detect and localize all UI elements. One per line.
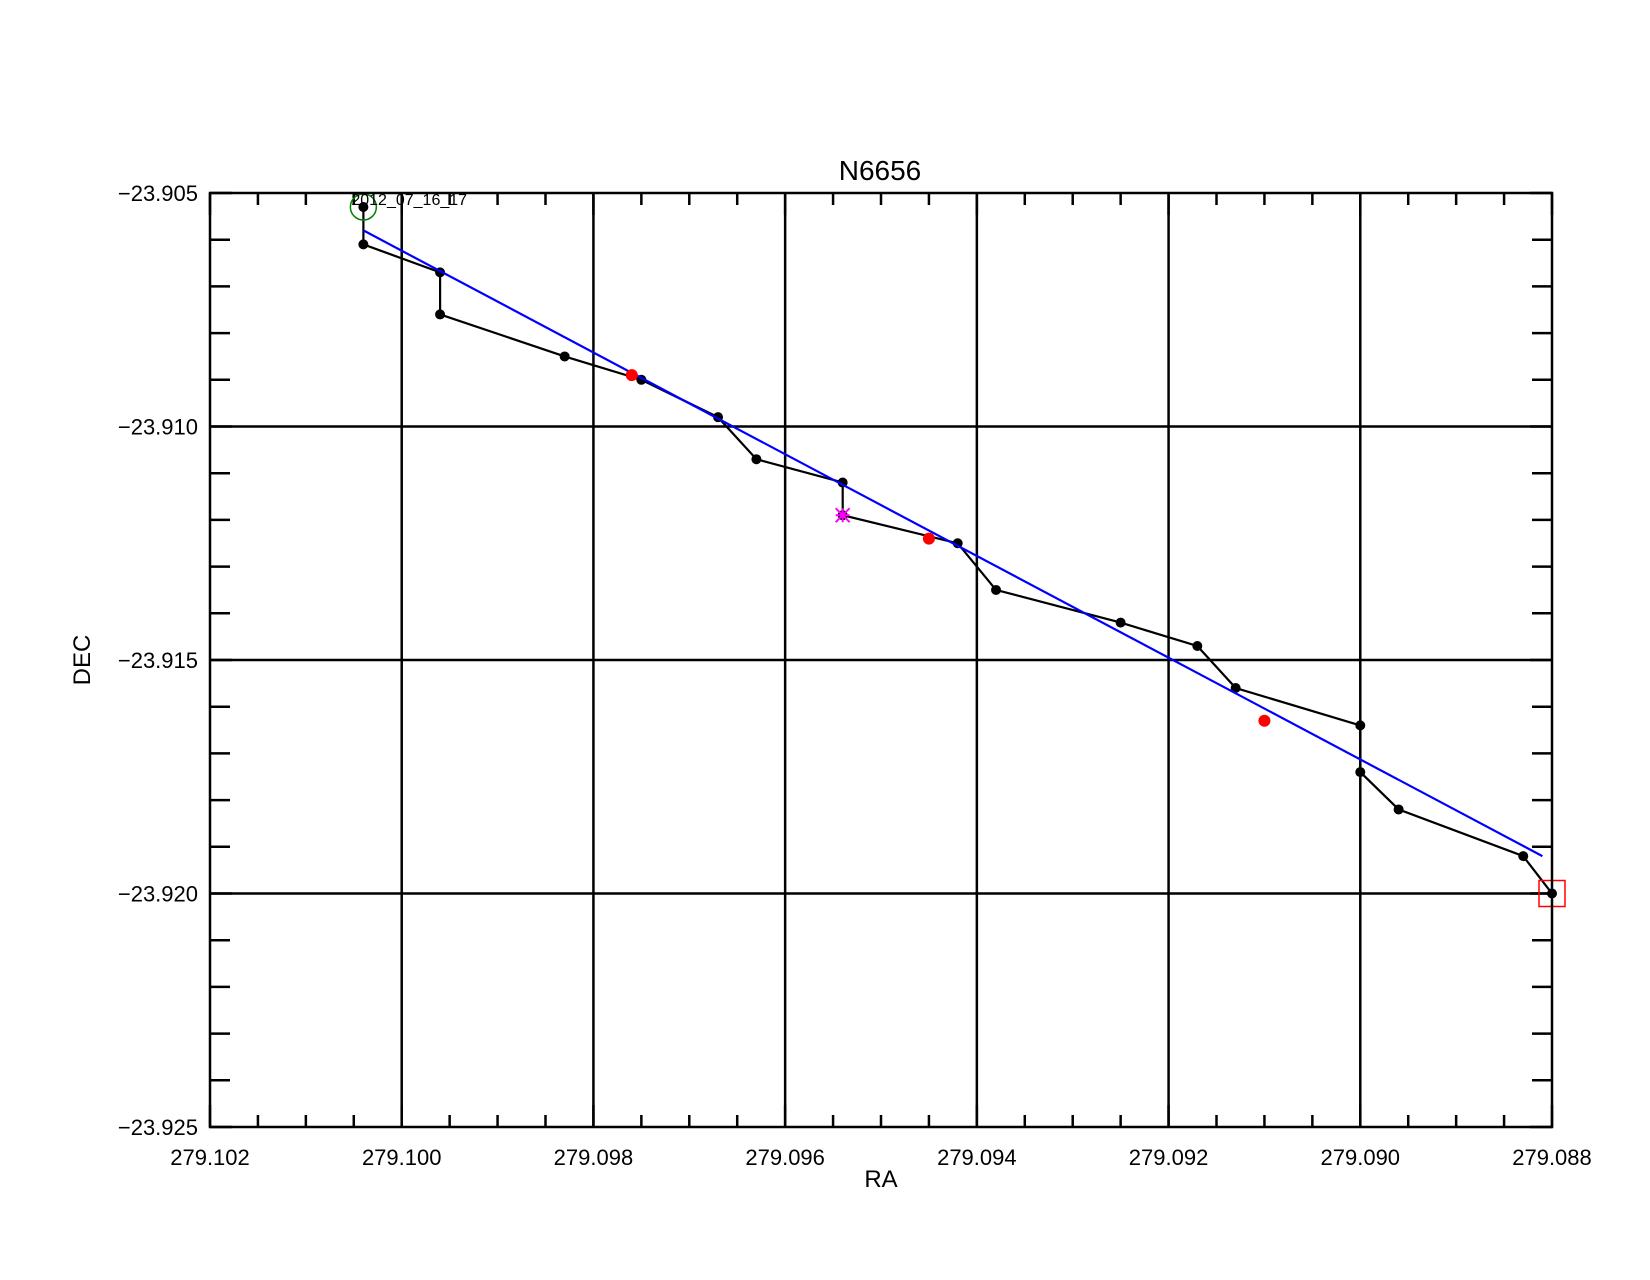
x-tick-label: 279.100 <box>362 1145 442 1170</box>
y-tick-label: −23.905 <box>118 181 198 206</box>
series-2-point <box>625 369 638 382</box>
series-0-point <box>991 584 1002 595</box>
grid-lines <box>210 193 1552 1127</box>
point-annotation: 2012_07_16_17 <box>351 192 467 209</box>
x-tick-label: 279.092 <box>1129 1145 1209 1170</box>
series-0-point <box>559 351 570 362</box>
series-2-point <box>922 532 935 545</box>
marker-layer <box>349 193 1566 908</box>
series-0-line <box>362 207 1553 895</box>
series-0-point <box>1355 767 1366 778</box>
x-tick-label: 279.088 <box>1512 1145 1592 1170</box>
series-0-point <box>1393 804 1404 815</box>
annotation-layer: 2012_07_16_17 <box>351 192 467 209</box>
plot-frame <box>208 191 1554 1129</box>
x-tick-label: 279.090 <box>1321 1145 1401 1170</box>
series-layer <box>358 202 1557 899</box>
series-0-point <box>1355 720 1366 731</box>
y-tick-label: −23.920 <box>118 882 198 907</box>
series-2-point <box>1258 714 1271 727</box>
series-1-line <box>362 229 1543 858</box>
series-0-point <box>358 239 369 250</box>
series-0-point <box>1115 617 1126 628</box>
star-marker <box>834 507 851 523</box>
tick-labels: 279.102 279.100 279.098 279.096 279.094 279.0… <box>118 181 1592 1170</box>
series-0-point <box>358 202 369 213</box>
y-tick-label: −23.915 <box>118 648 198 673</box>
axis-ticks <box>208 191 1554 1129</box>
y-tick-label: −23.925 <box>118 1115 198 1140</box>
series-0-point <box>1192 640 1203 651</box>
x-tick-label: 279.096 <box>745 1145 825 1170</box>
chart-title: N6656 <box>839 155 922 186</box>
x-tick-label: 279.094 <box>937 1145 1017 1170</box>
star-marker-stroke <box>834 507 851 523</box>
series-0-point <box>1230 683 1241 694</box>
series-0-point <box>1518 851 1529 862</box>
series-0-point <box>952 538 963 549</box>
y-axis-label: DEC <box>69 635 96 686</box>
y-tick-label: −23.910 <box>118 415 198 440</box>
series-0-point <box>751 454 762 465</box>
series-0-point <box>435 309 446 320</box>
x-tick-label: 279.102 <box>170 1145 250 1170</box>
x-tick-label: 279.098 <box>554 1145 634 1170</box>
x-axis-label: RA <box>864 1166 897 1193</box>
